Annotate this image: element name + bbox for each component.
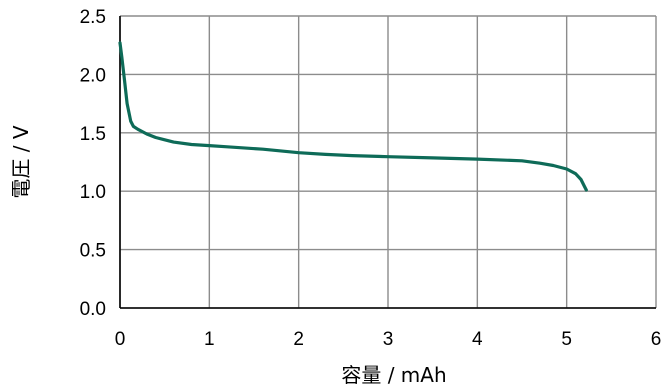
series-line	[118, 41, 588, 192]
x-tick-label: 3	[383, 329, 394, 350]
x-tick-label: 4	[472, 329, 483, 350]
y-tick-label: 0.0	[80, 299, 106, 320]
x-axis-title: 容量 / mAh	[341, 363, 446, 387]
y-tick-label: 1.5	[80, 124, 106, 145]
x-tick-label: 2	[293, 329, 304, 350]
tick-labels: 0 1 2 3 4 5 6 0.0 0.5 1.0 1.5 2.0 2.5	[80, 7, 662, 350]
y-axis-title: 電圧 / V	[9, 125, 33, 198]
y-tick-label: 0.5	[80, 241, 106, 262]
series-group	[118, 41, 588, 192]
y-tick-label: 2.5	[80, 7, 106, 28]
grid	[119, 15, 657, 309]
x-tick-label: 5	[561, 329, 572, 350]
x-tick-label: 6	[651, 329, 662, 350]
x-tick-label: 1	[204, 329, 215, 350]
y-tick-label: 1.0	[80, 182, 106, 203]
x-tick-label: 0	[115, 329, 126, 350]
y-tick-label: 2.0	[80, 65, 106, 86]
